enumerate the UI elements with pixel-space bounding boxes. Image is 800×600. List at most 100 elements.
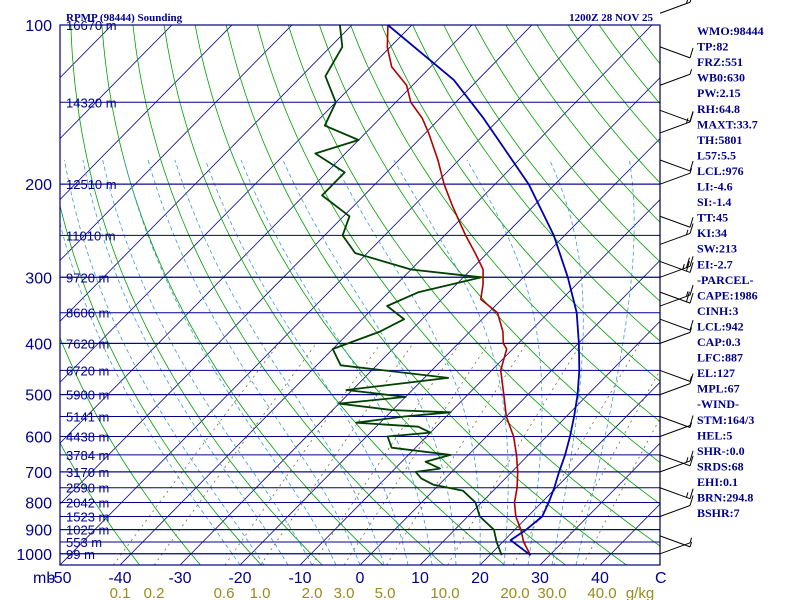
height-label: 5900 m [66, 388, 109, 403]
height-label: 3170 m [66, 465, 109, 480]
isotherm [60, 25, 593, 565]
height-label: 99 m [66, 547, 95, 562]
wind-barb-flag [685, 291, 690, 302]
index-value: TH:5801 [697, 133, 742, 147]
wind-barb-flag [689, 455, 694, 466]
wind-barb-flag [689, 537, 693, 543]
wind-barb-flag [685, 492, 689, 498]
dry-adiabat [132, 25, 445, 565]
moist-adiabat [64, 159, 265, 565]
wind-barb-flag [689, 450, 694, 462]
index-value: SI:-1.4 [697, 195, 731, 209]
wind-barb-staff [659, 232, 691, 245]
wind-barb-staff [659, 46, 691, 59]
temperature-tick-label: -30 [168, 570, 191, 587]
dry-adiabat [256, 25, 660, 547]
index-value: SW:213 [697, 242, 737, 256]
wind-barb-staff [659, 542, 691, 555]
wind-barb-staff [659, 416, 691, 428]
index-value: EI:-2.7 [697, 257, 733, 271]
wind-barb-staff [659, 383, 691, 396]
index-value: HEL:5 [697, 428, 732, 442]
mixing-ratio-tick-label: 5.0 [375, 585, 396, 600]
index-value: TT:45 [697, 211, 728, 225]
dry-adiabat [505, 25, 660, 223]
pressure-label: 1000 [16, 547, 52, 564]
index-value: MPL:67 [697, 382, 740, 396]
wind-barb-layer [659, 0, 694, 565]
index-value: LFC:887 [697, 351, 743, 365]
wind-barb [659, 111, 694, 134]
wind-barb-flag [689, 495, 694, 506]
dry-adiabat [60, 336, 201, 565]
height-label: 14320 m [66, 95, 117, 110]
height-label: 16670 m [66, 18, 117, 33]
pressure-label: 800 [25, 496, 52, 513]
dry-adiabat [474, 25, 660, 263]
wind-barb-staff [659, 159, 691, 172]
index-value: -WIND- [697, 397, 739, 411]
wind-barb-flag [689, 541, 693, 548]
index-value: WMO:98444 [697, 24, 764, 38]
wind-barb [659, 291, 694, 304]
index-value: L57:5.5 [697, 148, 736, 162]
index-value: EL:127 [697, 366, 735, 380]
dry-adiabat [443, 25, 660, 302]
wind-barb-staff [659, 121, 691, 134]
dry-adiabat [101, 25, 384, 565]
index-value: BSHR:7 [697, 506, 740, 520]
pressure-label: 600 [25, 429, 52, 446]
index-value: CINH:3 [697, 304, 738, 318]
index-value: EHI:0.1 [697, 475, 738, 489]
wind-barb [659, 168, 693, 185]
wind-barb-flag [689, 168, 693, 174]
wind-barb [659, 0, 692, 14]
mixing-ratio-tick-label: 1.0 [250, 585, 271, 600]
wind-barb-staff [659, 291, 691, 304]
moist-adiabat [393, 159, 509, 565]
mixing-ratio-tick-label: 40.0 [587, 585, 616, 600]
mixing-ratio-tick-label: 10.0 [430, 585, 459, 600]
wind-barb-staff [659, 265, 691, 278]
wind-barb-flag [689, 284, 694, 296]
wind-barb-flag [689, 327, 693, 333]
index-value: TP:82 [697, 40, 728, 54]
index-value: KI:34 [697, 226, 727, 240]
wind-barb-staff [659, 505, 691, 517]
height-label: 7620 m [66, 336, 109, 351]
index-value: SRDS:68 [697, 459, 744, 473]
height-label: 12510 m [66, 177, 117, 192]
dry-adiabat [536, 25, 660, 184]
isotherm [359, 259, 660, 565]
pressure-label: 300 [25, 270, 52, 287]
temperature-tick-label: -20 [228, 570, 251, 587]
wind-barb-staff [659, 487, 691, 500]
index-value: CAP:0.3 [697, 335, 741, 349]
wind-barb-flag [689, 373, 694, 384]
wind-barb-flag [689, 376, 693, 382]
profile-layer [314, 25, 581, 556]
wind-barb-flag [689, 422, 693, 428]
wind-barb-flag [685, 260, 690, 272]
temperature-tick-label: -10 [288, 570, 311, 587]
wind-barb [659, 495, 694, 517]
wind-barb [659, 256, 694, 278]
height-label: 1523 m [66, 509, 109, 524]
index-value: STM:164/3 [697, 413, 754, 427]
wind-barb-staff [659, 425, 691, 437]
pressure-label: 500 [25, 388, 52, 405]
isotherm [179, 77, 660, 565]
wind-barb-flag [685, 257, 690, 268]
wind-barb [659, 487, 694, 500]
moist-adiabat [282, 159, 457, 565]
temperature-tick-label: 40 [591, 570, 609, 587]
wind-barb-staff [659, 260, 691, 273]
isotherm [60, 25, 173, 140]
moist-adiabat [240, 159, 433, 565]
isotherm [60, 25, 533, 505]
wind-barb-flag [689, 0, 692, 3]
wind-barb [659, 373, 694, 396]
mixing-ratio-tick-label: 20.0 [500, 585, 529, 600]
